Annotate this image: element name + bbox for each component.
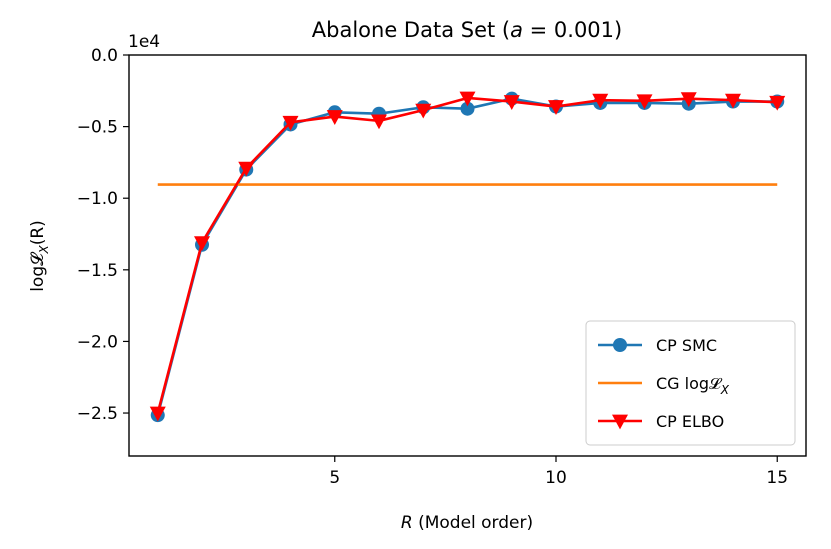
y-axis-label: log𝓛X(R) [28,220,51,292]
y-tick-label: −1.5 [77,261,118,281]
x-axis-label: R (Model order) [401,513,533,533]
y-tick-label: −0.5 [77,118,118,138]
chart-title: Abalone Data Set (a = 0.001) [312,18,622,42]
plot-area: 5 10 15 0.0 −0.5 −1.0 −1.5 −2.0 −2.5 [77,46,807,488]
legend-label-cp-elbo: CP ELBO [656,412,724,431]
data-point-cp-elbo [769,95,786,111]
y-tick-label: −1.0 [77,189,118,209]
data-point-cp-elbo [194,236,211,252]
data-point-cp-elbo [680,92,697,108]
data-point-cp-elbo [326,110,343,125]
data-point-cp-elbo [547,100,564,115]
x-tick-label: 10 [545,468,567,488]
legend: CP SMC CG log𝓛X CP ELBO [585,320,796,446]
data-point-cp-elbo [415,103,432,119]
legend-label-cp-smc: CP SMC [656,336,717,355]
data-point-cp-elbo [459,91,476,107]
data-point-cp-elbo [636,94,653,110]
y-tick-label: −2.0 [77,332,118,352]
data-point-cp-smc [460,101,475,116]
data-point-cp-elbo [149,406,166,422]
x-tick-label: 5 [329,468,340,488]
legend-marker-cp-smc [613,338,627,352]
y-tick-label: −2.5 [77,404,118,424]
data-point-cp-elbo [282,115,299,131]
axes-frame [128,54,807,457]
y-offset-text: 1e4 [128,32,160,52]
data-point-cp-elbo [592,93,609,109]
legend-label-cg-logl-x: CG log𝓛X [656,374,730,397]
y-tick-label: 0.0 [91,46,118,66]
legend-marker-cp-elbo [612,414,628,430]
legend-box [585,320,796,446]
data-point-cp-elbo [503,95,520,110]
x-tick-label: 15 [766,468,788,488]
data-point-cp-elbo [371,114,388,130]
data-point-cp-elbo [238,161,255,177]
data-point-cp-elbo [724,93,741,109]
